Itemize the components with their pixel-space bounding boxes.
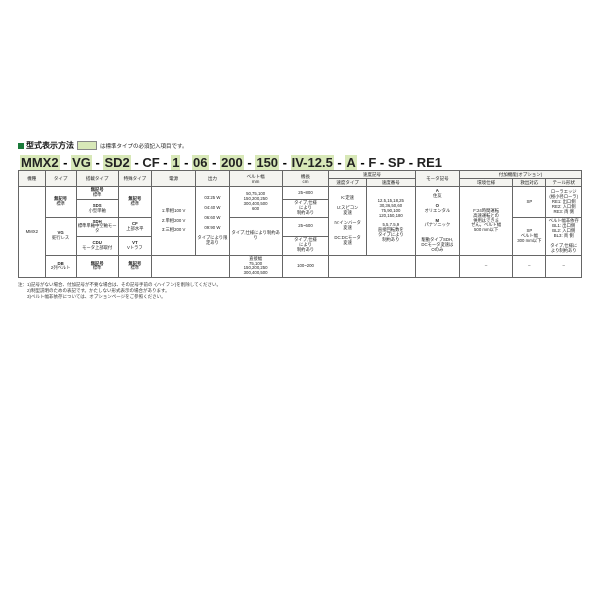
model-number: MMX2 - VG - SD2 - CF - 1 - 06 - 200 - 15… [20,155,582,170]
cell-tousai: 無記号標準 [76,255,118,278]
model-hyphen: - [376,155,388,170]
hdr-option: 付加機能(オプション) [460,171,582,179]
model-part-5: 06 [192,155,208,170]
cell-tousai: 無記号標準 [76,187,118,200]
cell-tail: ベルト幅非依存BL1: 出口側BL2: 入口側BL3: 両 側タイプ,仕様により… [546,218,582,256]
hdr-tokushu: 特殊タイプ [118,171,151,187]
cell-tousai: SDS小型単軸 [76,200,118,218]
cell-kicho: 25~600 [282,218,329,237]
hdr-belt: ベルト幅mm [229,171,282,187]
model-hyphen: - [131,155,143,170]
model-hyphen: - [209,155,221,170]
hdr-kicho: 機長cm [282,171,329,187]
cell-belt: 直接幅75,100150,200,250300,400,500 [229,255,282,278]
cell-tail: – [546,255,582,278]
hdr-type: タイプ [45,171,76,187]
cell-speednum: 12.5,15,18,2530,36,50,6075,90,100120,150… [366,187,415,255]
cell-rescue: – [513,255,546,278]
model-part-6: 200 [220,155,244,170]
footnotes: 注：1)記号がない場合、付加記号が不要な場合は、その記号手前の -(ハイフン)を… [18,282,582,300]
cell-env: F:24時間運転高速運転との併用はできません。ベルト幅500 mm以下 [460,187,513,255]
cell-speedtype: K:定速U:スピコン変速IV:インバータ変速DC:DCモータ変速 [329,187,367,255]
cell-blank [329,255,415,278]
cell-blank [415,255,459,278]
cell-type: VG蛇行レス [45,218,76,256]
hdr-dengen: 電源 [151,171,195,187]
model-hyphen: - [244,155,256,170]
model-part-1: VG [71,155,92,170]
model-part-12: RE1 [417,155,442,170]
model-hyphen: - [180,155,192,170]
cell-kicho: タイプ,仕様により制約あり [282,236,329,255]
spec-table: 機種 タイプ 搭載タイプ 特殊タイプ 電源 出力 ベルト幅mm 機長cm 速度記… [18,170,582,278]
cell-belt: タイプ,仕様により制約あり [229,218,282,256]
hdr-motor: モータ記号 [415,171,459,187]
note-3: 3)ベルト幅非依存については、オプションページをご参照ください。 [18,294,582,300]
cell-tokushu: 無記号標準 [118,187,151,218]
cell-env: – [460,255,513,278]
cell-rescue: SPベルト幅300 mm以下 [513,218,546,256]
cell-kicho: タイプ,仕様により制約あり [282,200,329,218]
legend-swatch [77,141,97,150]
cell-tousai: CDUモータ上部取付 [76,236,118,255]
cell-tail: ローラエッジ(極小径ローラ)RE1: 出口側RE2: 入口側RE3: 両 側 [546,187,582,218]
cell-tousai: SDH標準単軸中空軸モータ [76,218,118,237]
model-part-0: MMX2 [20,155,60,170]
cell-kishu: MMX2 [19,187,46,278]
hdr-speed: 速度記号 [329,171,415,179]
hdr-kishu: 機種 [19,171,46,187]
table-row: MMX2無記号標準無記号標準無記号標準1:単相100 V2:単相200 V3:三… [19,187,582,200]
page-title: 型式表示方法 [26,140,74,151]
hdr-tousai: 搭載タイプ [76,171,118,187]
model-hyphen: - [405,155,417,170]
hdr-env: 環境仕様 [460,179,513,187]
model-part-7: 150 [255,155,279,170]
table-body: MMX2無記号標準無記号標準無記号標準1:単相100 V2:単相200 V3:三… [19,187,582,278]
cell-kicho: 100~200 [282,255,329,278]
cell-dengen: 1:単相100 V2:単相200 V3:三相200 V [151,187,195,255]
table-row: DB2列ベルト無記号標準無記号標準直接幅75,100150,200,250300… [19,255,582,278]
hdr-speed-type: 速度タイプ [329,179,367,187]
title-row: 型式表示方法 は標準タイプの必須記入項目です。 [18,140,582,151]
title-square [18,143,24,149]
cell-tokushu: CF上部水平 [118,218,151,237]
hdr-rescue: 救出対応 [513,179,546,187]
cell-tokushu: 無記号標準 [118,255,151,278]
model-hyphen: - [334,155,346,170]
cell-type: DB2列ベルト [45,255,76,278]
header-row-1: 機種 タイプ 搭載タイプ 特殊タイプ 電源 出力 ベルト幅mm 機長cm 速度記… [19,171,582,179]
model-hyphen: - [279,155,291,170]
model-hyphen: - [60,155,72,170]
cell-blank [151,255,229,278]
cell-type: 無記号標準 [45,187,76,218]
model-part-2: SD2 [103,155,130,170]
hdr-output: 出力 [196,171,229,187]
model-hyphen: - [160,155,172,170]
cell-output: 03:25 W04:40 W06:60 W09:90 Wタイプにより限定あり [196,187,229,255]
cell-kicho: 25~800 [282,187,329,200]
cell-tokushu: VTVトラフ [118,236,151,255]
hdr-tail: テール形状 [546,179,582,187]
hdr-speed-num: 速度番号 [366,179,415,187]
cell-belt: 50,75,100150,200,250300,400,500600 [229,187,282,218]
legend-text: は標準タイプの必須記入項目です。 [100,142,187,150]
cell-rescue: SP [513,187,546,218]
model-part-11: SP [388,155,405,170]
model-part-9: A [345,155,356,170]
cell-motor: A住友OオリエンタルMパナソニック駆動タイプSDH,DCモータ変速はOのみ [415,187,459,255]
model-hyphen: - [92,155,104,170]
model-part-8: IV-12.5 [291,155,334,170]
model-part-3: CF [142,155,159,170]
model-hyphen: - [357,155,369,170]
